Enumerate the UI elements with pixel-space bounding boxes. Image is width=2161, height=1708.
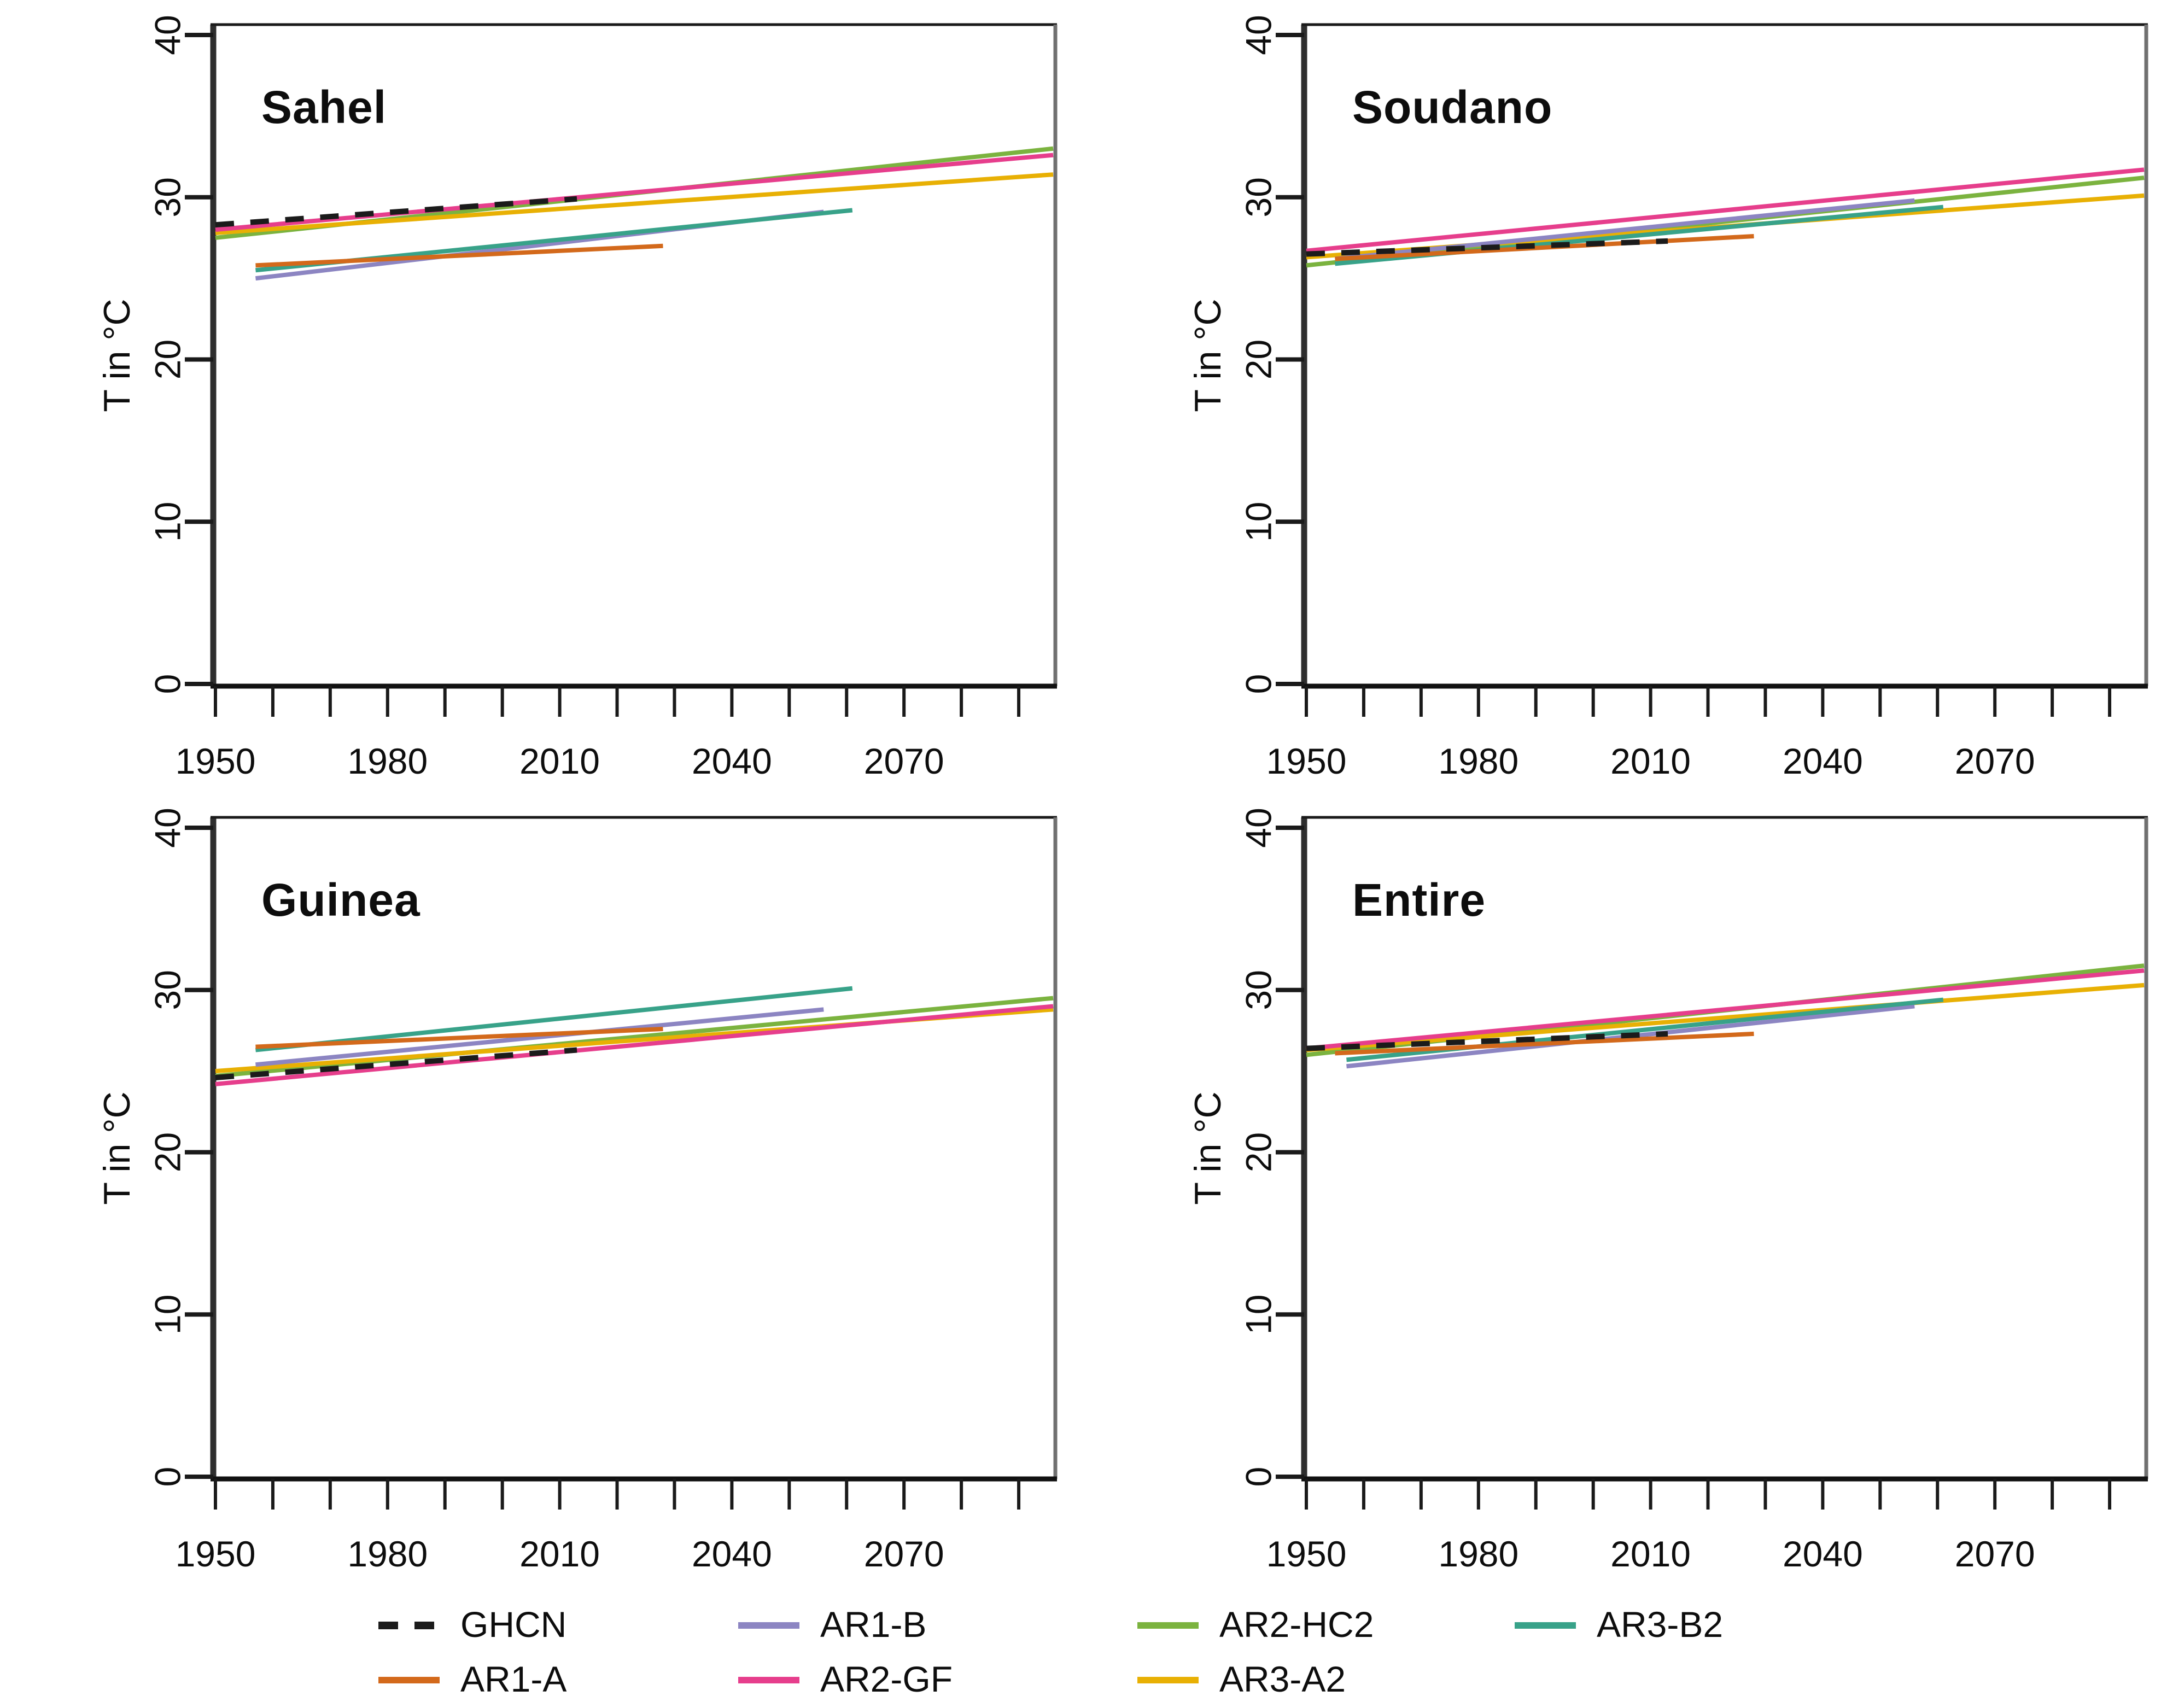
svg-text:40: 40: [1238, 15, 1278, 55]
svg-text:2070: 2070: [864, 1534, 944, 1574]
svg-text:0: 0: [147, 674, 188, 694]
svg-text:10: 10: [1238, 1295, 1278, 1335]
panel-title-sahel: Sahel: [261, 81, 387, 133]
svg-text:30: 30: [1238, 970, 1278, 1010]
panel-title-entire: Entire: [1352, 874, 1486, 926]
svg-text:2010: 2010: [1610, 1534, 1691, 1574]
svg-text:2040: 2040: [1783, 1534, 1863, 1574]
svg-text:0: 0: [147, 1467, 188, 1487]
svg-text:2070: 2070: [1955, 741, 2035, 781]
svg-text:1980: 1980: [347, 1534, 428, 1574]
svg-text:2010: 2010: [519, 741, 600, 781]
svg-text:40: 40: [147, 15, 188, 55]
svg-text:40: 40: [1238, 808, 1278, 847]
svg-text:0: 0: [1238, 1467, 1278, 1487]
svg-text:20: 20: [147, 1132, 188, 1172]
svg-text:20: 20: [1238, 340, 1278, 379]
svg-text:10: 10: [1238, 502, 1278, 542]
svg-text:2070: 2070: [1955, 1534, 2035, 1574]
svg-text:30: 30: [1238, 177, 1278, 217]
svg-text:1950: 1950: [176, 741, 256, 781]
y-axis-title-soudano: T in °C: [1187, 299, 1229, 412]
svg-text:0: 0: [1238, 674, 1278, 694]
svg-text:1980: 1980: [1438, 1534, 1518, 1574]
panel-title-soudano: Soudano: [1352, 81, 1553, 133]
panel-title-guinea: Guinea: [261, 874, 420, 926]
y-axis-title-guinea: T in °C: [96, 1091, 138, 1205]
svg-text:40: 40: [147, 808, 188, 847]
svg-text:30: 30: [147, 970, 188, 1010]
svg-text:1980: 1980: [1438, 741, 1518, 781]
svg-text:10: 10: [147, 502, 188, 542]
svg-text:30: 30: [147, 177, 188, 217]
svg-text:1950: 1950: [1266, 741, 1347, 781]
svg-text:20: 20: [147, 340, 188, 379]
svg-text:10: 10: [147, 1295, 188, 1335]
svg-text:1950: 1950: [176, 1534, 256, 1574]
y-axis-title-entire: T in °C: [1187, 1091, 1229, 1205]
svg-text:2010: 2010: [1610, 741, 1691, 781]
svg-text:2070: 2070: [864, 741, 944, 781]
svg-text:1980: 1980: [347, 741, 428, 781]
svg-text:2010: 2010: [519, 1534, 600, 1574]
y-axis-title-sahel: T in °C: [96, 299, 138, 412]
svg-text:2040: 2040: [1783, 741, 1863, 781]
svg-text:20: 20: [1238, 1132, 1278, 1172]
svg-text:2040: 2040: [692, 741, 772, 781]
svg-text:1950: 1950: [1266, 1534, 1347, 1574]
svg-text:2040: 2040: [692, 1534, 772, 1574]
